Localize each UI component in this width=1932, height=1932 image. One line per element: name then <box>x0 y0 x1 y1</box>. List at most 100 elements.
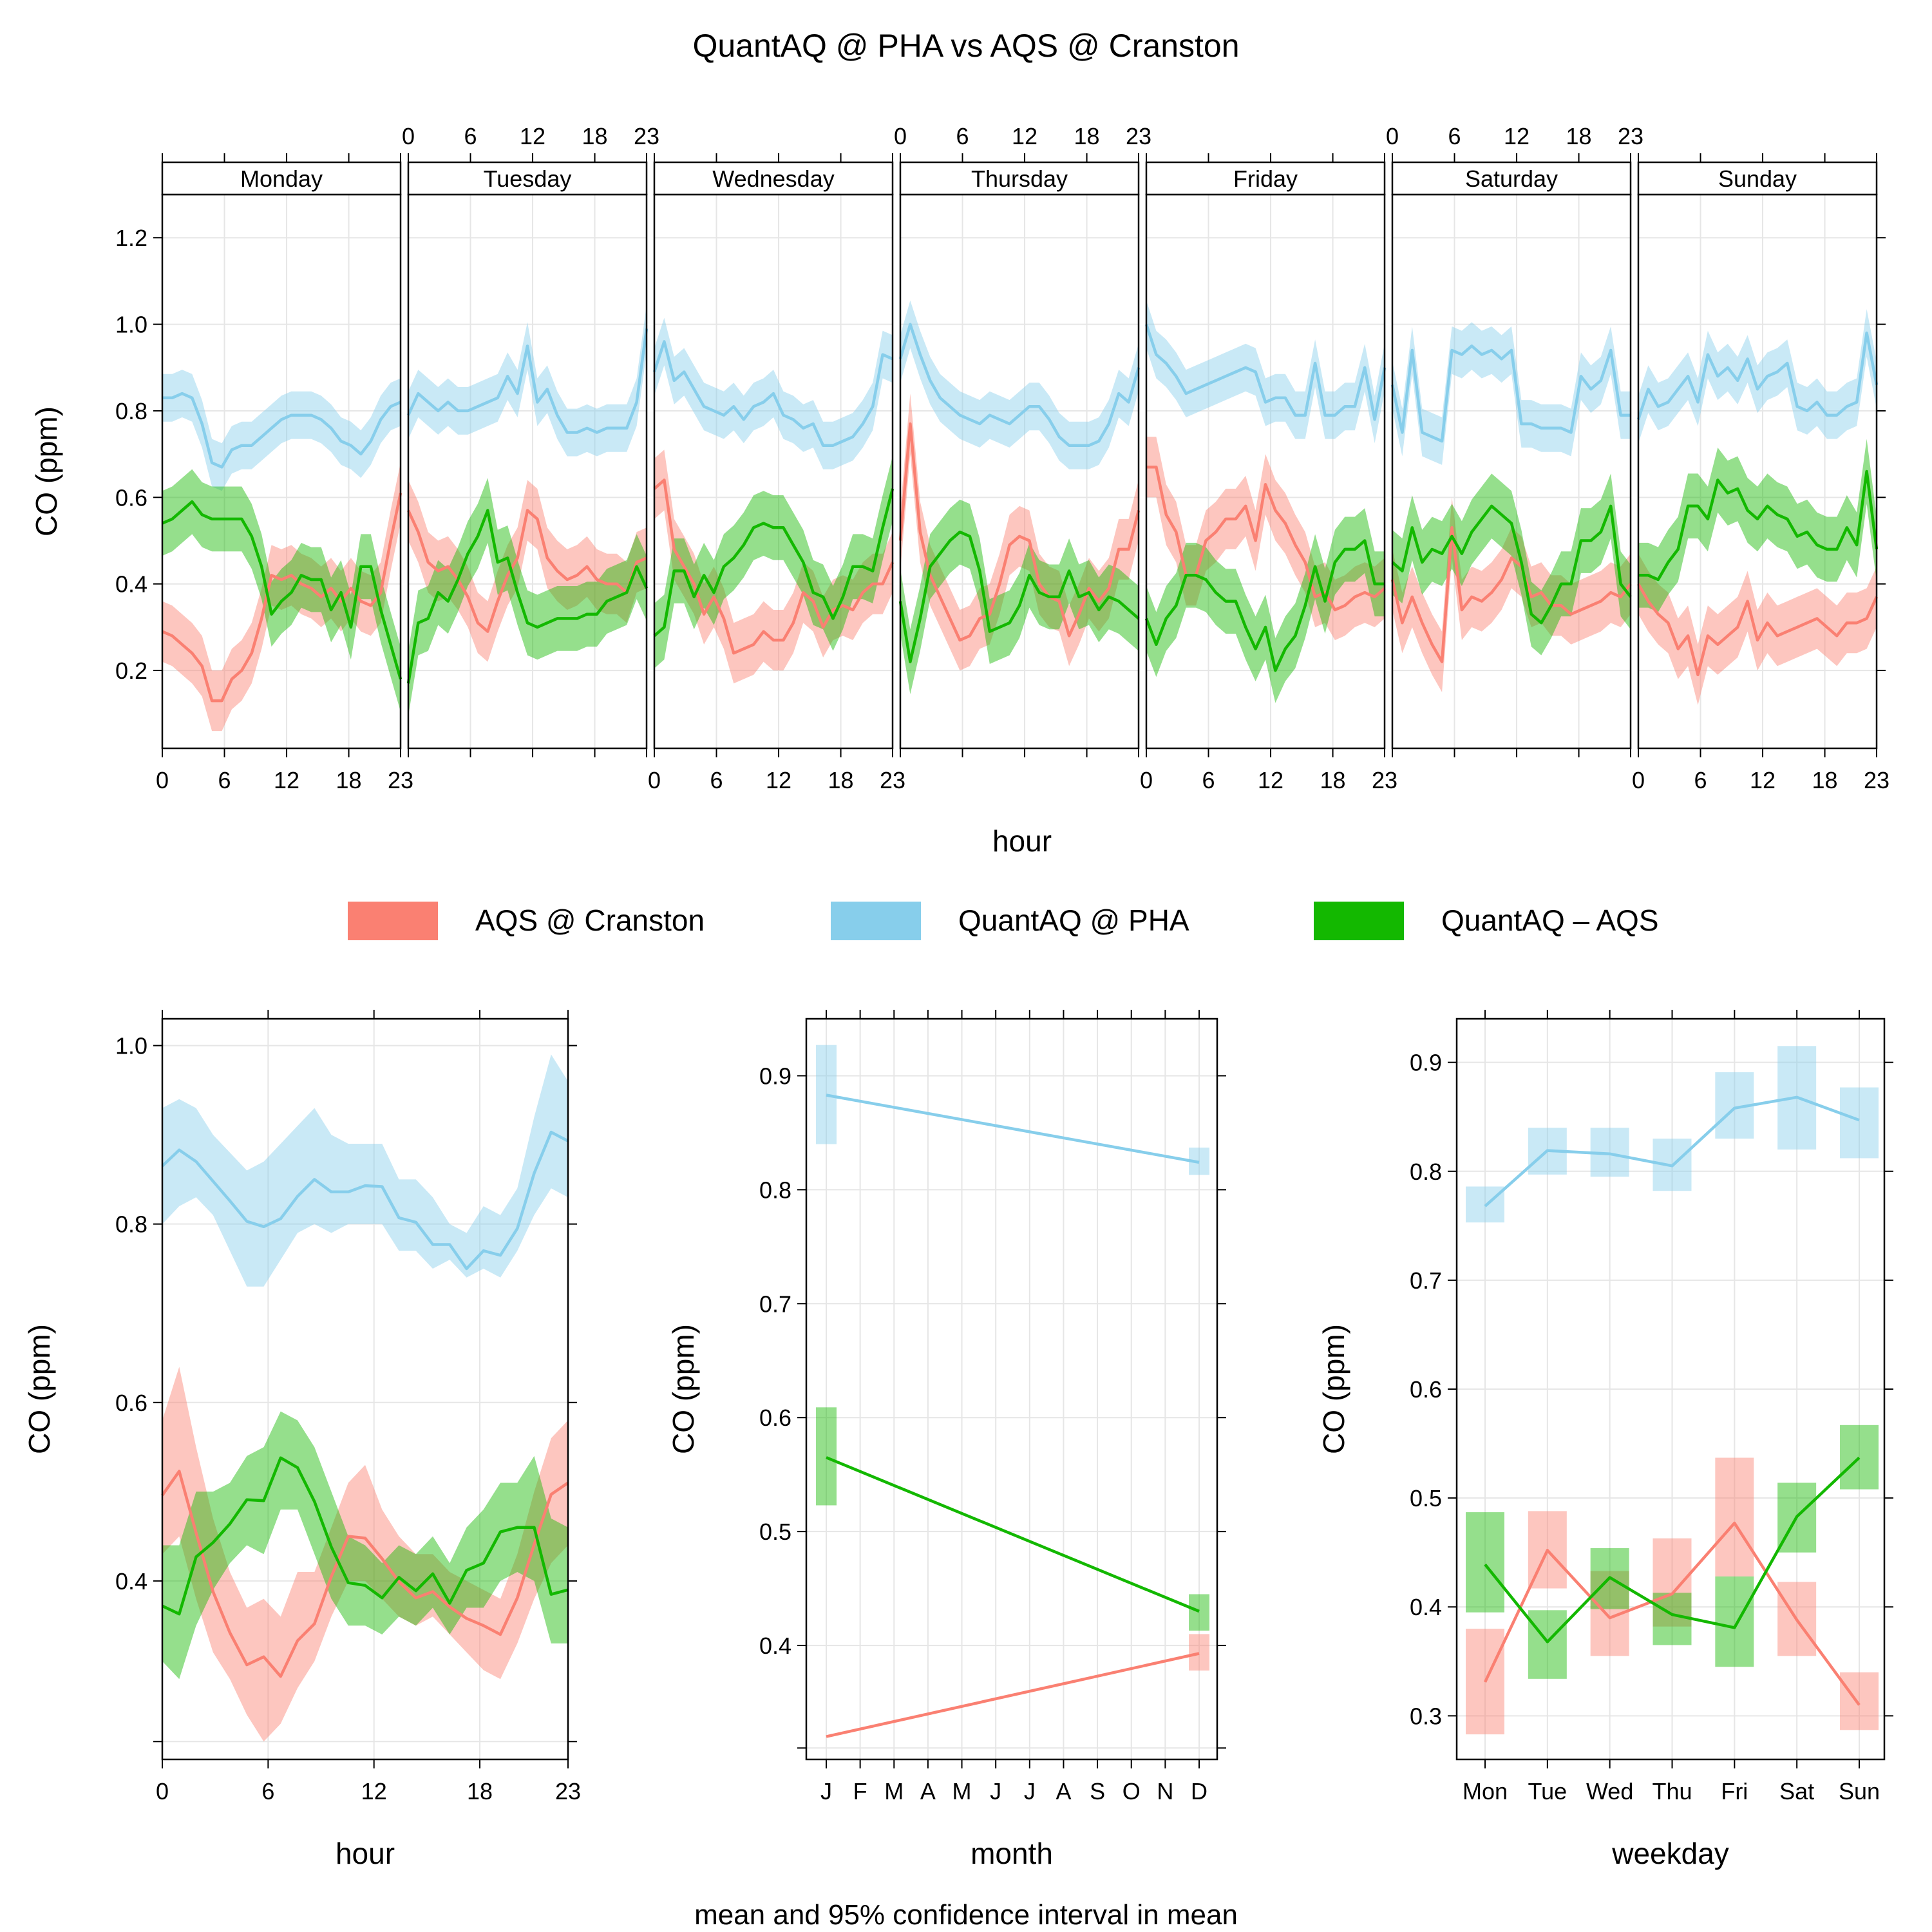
panel-frame <box>899 193 1140 750</box>
y-tick-label: 0.4 <box>115 571 147 598</box>
x-tick-label: F <box>853 1778 867 1804</box>
panel-title: Wednesday <box>712 166 834 192</box>
ci-box-aqs <box>1653 1538 1692 1627</box>
y-tick-label: 0.6 <box>759 1405 791 1431</box>
x-tick-label: Thu <box>1652 1778 1692 1804</box>
x-tick-label: 6 <box>261 1778 274 1804</box>
y-tick-label: 0.8 <box>115 1211 147 1238</box>
panel-strip <box>161 161 402 196</box>
x-tick-label: Wed <box>1586 1778 1633 1804</box>
y-axis-label: CO (ppm) <box>30 406 63 536</box>
ci-band-quantaq <box>408 305 647 457</box>
ci-band-aqs <box>1146 437 1385 640</box>
hour-chart: 0 6 12 18 23 0.4 0.6 0.8 1.0 hour CO (ppm) <box>23 1010 581 1870</box>
legend-label-aqs: AQS @ Cranston <box>475 904 705 937</box>
x-tick-label: 6 <box>218 767 231 793</box>
y-tick-label: 0.6 <box>115 1390 147 1416</box>
series-line-aqs <box>653 478 895 655</box>
x-tick-label-top: 23 <box>634 123 659 149</box>
chart-footnote: mean and 95% confidence interval in mean <box>694 1899 1238 1931</box>
y-tick-label: 1.2 <box>115 225 147 251</box>
x-tick-label: 0 <box>1632 767 1645 793</box>
x-tick-label: Fri <box>1721 1778 1748 1804</box>
series-line-diff <box>1144 539 1385 672</box>
y-tick-label: 0.5 <box>759 1519 791 1545</box>
series-line-quantaq <box>406 328 649 434</box>
x-axis-label: hour <box>992 824 1052 858</box>
x-tick-label: J <box>820 1778 832 1804</box>
y-axis-label: CO (ppm) <box>667 1324 700 1454</box>
x-tick-label: A <box>920 1778 936 1804</box>
x-tick-label: 23 <box>388 767 413 793</box>
ci-band-aqs <box>900 393 1139 671</box>
y-tick-label: 0.9 <box>759 1063 791 1089</box>
series-line-diff <box>1391 504 1632 625</box>
ci-box-diff <box>1189 1594 1209 1631</box>
x-tick-label: 18 <box>1320 767 1346 793</box>
x-axis-label: month <box>971 1837 1053 1870</box>
x-tick-label-top: 18 <box>1074 123 1100 149</box>
series-line-diff <box>653 488 895 637</box>
series-line-aqs <box>1390 526 1632 663</box>
x-tick-label: 23 <box>1864 767 1889 793</box>
y-tick-label: 0.7 <box>1410 1267 1442 1294</box>
ci-box-diff <box>1528 1610 1567 1679</box>
ci-box-diff <box>816 1407 837 1506</box>
ci-band-aqs <box>1638 553 1877 705</box>
ci-box-diff <box>1715 1576 1754 1667</box>
ci-band-quantaq <box>1392 322 1631 465</box>
series-line-quantaq <box>1144 323 1387 421</box>
ci-box-aqs <box>1189 1634 1209 1671</box>
ci-band-diff <box>1638 439 1877 612</box>
x-tick-label: 6 <box>1202 767 1215 793</box>
legend: AQS @ Cranston QuantAQ @ PHA QuantAQ – A… <box>348 902 1659 940</box>
x-tick-label: 23 <box>880 767 905 793</box>
ci-band-aqs <box>654 450 893 684</box>
x-tick-label-top: 12 <box>1504 123 1530 149</box>
x-tick-label-top: 0 <box>894 123 907 149</box>
x-tick-label-top: 6 <box>956 123 969 149</box>
series-line-diff <box>162 1456 569 1616</box>
y-axis-label: CO (ppm) <box>1317 1324 1350 1454</box>
x-tick-label: O <box>1122 1778 1141 1804</box>
x-tick-label-top: 23 <box>1126 123 1151 149</box>
ci-box-diff <box>1466 1512 1504 1613</box>
ci-band-aqs <box>162 1367 568 1742</box>
x-tick-label: 18 <box>1812 767 1838 793</box>
panel-strip <box>1145 161 1386 196</box>
ci-band-quantaq <box>900 300 1139 469</box>
x-tick-label: 0 <box>1140 767 1153 793</box>
panel-title: Saturday <box>1465 166 1558 192</box>
ci-box-quantaq <box>816 1045 837 1144</box>
y-tick-label: 0.5 <box>1410 1485 1442 1511</box>
panel-frame <box>161 1018 569 1761</box>
x-tick-label: 12 <box>1750 767 1776 793</box>
series-line-quantaq <box>1484 1095 1860 1208</box>
series-line-quantaq <box>1636 331 1879 421</box>
ci-band-diff <box>162 1411 568 1680</box>
x-tick-label-top: 23 <box>1618 123 1643 149</box>
panel-title: Tuesday <box>484 166 572 192</box>
x-axis-label: hour <box>336 1837 395 1870</box>
x-tick-label: D <box>1191 1778 1208 1804</box>
x-tick-label: 0 <box>648 767 661 793</box>
y-tick-label: 0.8 <box>759 1177 791 1203</box>
x-tick-label-top: 12 <box>1012 123 1037 149</box>
ci-box-aqs <box>1715 1457 1754 1577</box>
x-tick-label: Sun <box>1839 1778 1880 1804</box>
x-axis-label: weekday <box>1611 1837 1729 1870</box>
x-tick-label: M <box>952 1778 972 1804</box>
panel-strip <box>653 161 894 196</box>
y-tick-label: 0.6 <box>115 484 147 511</box>
panel-title: Friday <box>1233 166 1298 192</box>
series-line-diff <box>826 1456 1200 1613</box>
chart-title: QuantAQ @ PHA vs AQS @ Cranston <box>692 28 1239 64</box>
series-line-aqs <box>162 493 402 703</box>
series-line-quantaq <box>161 1130 569 1271</box>
series-line-aqs <box>406 509 647 633</box>
x-tick-label: Tue <box>1528 1778 1567 1804</box>
ci-band-aqs <box>162 462 401 732</box>
series-line-aqs <box>161 1470 569 1678</box>
x-tick-label: 18 <box>828 767 854 793</box>
